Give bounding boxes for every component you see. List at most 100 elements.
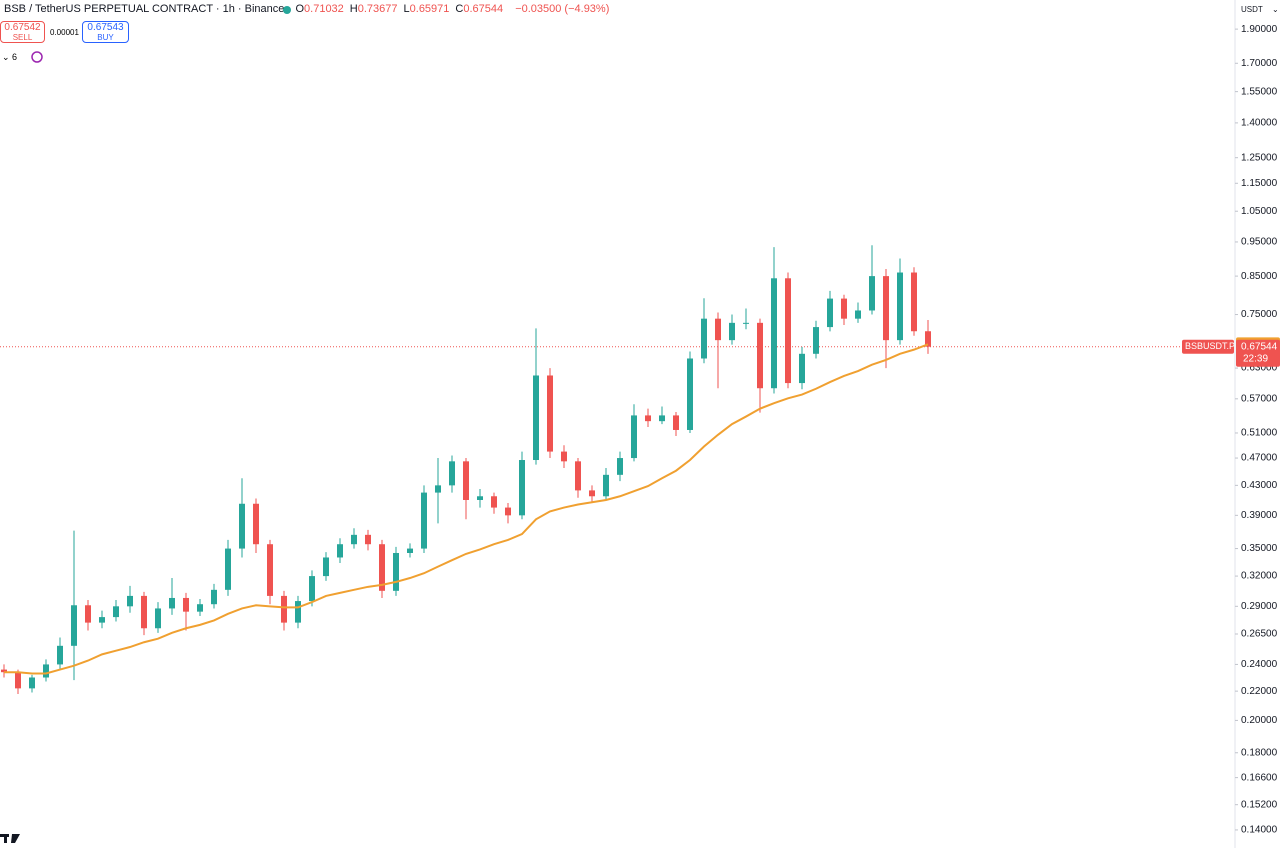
y-tick-label: 0.39000	[1241, 510, 1278, 521]
candle-body	[701, 318, 707, 359]
candle-body	[743, 322, 749, 324]
y-tick-label: 0.15200	[1241, 799, 1278, 810]
ohlc-item: O0.71032	[295, 3, 346, 15]
axis-unit[interactable]: USDT	[1241, 5, 1263, 14]
y-tick-label: 1.15000	[1241, 178, 1278, 189]
indicator-count: 6	[12, 52, 18, 62]
candle-body	[813, 327, 819, 354]
candle-body	[155, 608, 161, 629]
candle-body	[883, 276, 889, 341]
symbol-title[interactable]: BSB / TetherUS PERPETUAL CONTRACT · 1h ·…	[4, 3, 285, 15]
y-tick-label: 0.95000	[1241, 237, 1278, 248]
candle-body	[365, 534, 371, 545]
symbol-box	[1182, 339, 1234, 354]
candle-body	[491, 496, 497, 508]
indicators-toggle[interactable]: ⌄ 6	[2, 52, 18, 62]
candle-body	[463, 461, 469, 500]
candle-body	[869, 276, 875, 311]
candle-body	[897, 272, 903, 341]
y-tick-label: 0.16600	[1241, 772, 1278, 783]
ohlc-value: 0.65971	[409, 3, 450, 15]
candle-body	[15, 672, 21, 689]
candle-body	[925, 331, 931, 347]
buy-price: 0.67543	[87, 22, 124, 33]
candle-body	[771, 278, 777, 389]
y-tick-label: 1.05000	[1241, 206, 1278, 217]
y-tick-label: 0.20000	[1241, 715, 1278, 726]
buy-button[interactable]: 0.67543 BUY	[82, 21, 129, 43]
y-tick-label: 0.35000	[1241, 543, 1278, 554]
y-tick-label: 1.90000	[1241, 24, 1278, 35]
candle-body	[687, 358, 693, 430]
tv-logo	[0, 834, 20, 843]
candle-body	[337, 544, 343, 558]
candle-body	[197, 604, 203, 612]
ohlc-item: C0.67544	[455, 3, 506, 15]
candle-body	[519, 460, 525, 516]
y-tick-label: 0.29000	[1241, 601, 1278, 612]
candle-body	[827, 298, 833, 328]
candle-body	[757, 322, 763, 389]
y-tick-label: 0.51000	[1241, 428, 1278, 439]
candle-body	[281, 595, 287, 623]
ohlc-value: 0.71032	[304, 3, 344, 15]
candle-body	[785, 278, 791, 384]
candle-body	[85, 605, 91, 623]
legend-header: BSB / TetherUS PERPETUAL CONTRACT · 1h ·…	[0, 3, 612, 15]
ohlc-value: 0.67544	[463, 3, 504, 15]
ohlc-key: C	[455, 3, 464, 15]
ohlc-item: L0.65971	[404, 3, 453, 15]
last-price-box	[1236, 339, 1280, 367]
y-tick-label: 1.40000	[1241, 118, 1278, 129]
moving-average	[4, 343, 929, 675]
y-tick-label: 0.85000	[1241, 271, 1278, 282]
candle-body	[351, 534, 357, 545]
candle-body	[323, 557, 329, 577]
candle-body	[715, 318, 721, 341]
candle-body	[239, 503, 245, 549]
ohlc-key: H	[349, 3, 358, 15]
candle-body	[225, 548, 231, 590]
candle-body	[617, 458, 623, 475]
y-tick-label: 0.22000	[1241, 686, 1278, 697]
y-tick-label: 0.24000	[1241, 659, 1278, 670]
candle-body	[799, 353, 805, 384]
sell-label: SELL	[12, 33, 33, 42]
spread: 0.00001	[50, 28, 79, 37]
candle-body	[477, 496, 483, 500]
candle-body	[911, 272, 917, 332]
ohlc-item: H0.73677	[350, 3, 401, 15]
candle-body	[659, 415, 665, 422]
candle-body	[267, 544, 273, 596]
countdown-label: 22:39	[1243, 353, 1268, 364]
candle-body	[631, 415, 637, 459]
candle-body	[211, 589, 217, 605]
y-tick-label: 0.63000	[1241, 363, 1278, 374]
replay-icon[interactable]	[31, 51, 43, 63]
ohlc-key: O	[295, 3, 305, 15]
candle-body	[295, 601, 301, 623]
y-tick-label: 0.26500	[1241, 629, 1278, 640]
candle-body	[141, 595, 147, 629]
ohlc-value: 0.73677	[357, 3, 398, 15]
candle-body	[673, 415, 679, 430]
candle-body	[253, 503, 259, 545]
y-tick-label: 1.70000	[1241, 58, 1278, 69]
y-tick-label: 0.47000	[1241, 453, 1278, 464]
candle-body	[1, 669, 7, 673]
y-tick-label: 0.18000	[1241, 747, 1278, 758]
candle-body	[309, 576, 315, 602]
y-tick-label: 1.55000	[1241, 86, 1278, 97]
candle-body	[589, 490, 595, 497]
ohlc-key: L	[403, 3, 410, 15]
candle-body	[449, 461, 455, 486]
candle-body	[729, 322, 735, 341]
candle-body	[57, 645, 63, 665]
ohlc: O0.71032 H0.73677 L0.65971 C0.67544	[295, 3, 509, 15]
axis-menu[interactable]: ⌄	[1272, 5, 1279, 14]
candle-body	[71, 605, 77, 646]
y-tick-label: 0.75000	[1241, 309, 1278, 320]
sell-button[interactable]: 0.67542 SELL	[0, 21, 45, 43]
candle-body	[29, 677, 35, 689]
